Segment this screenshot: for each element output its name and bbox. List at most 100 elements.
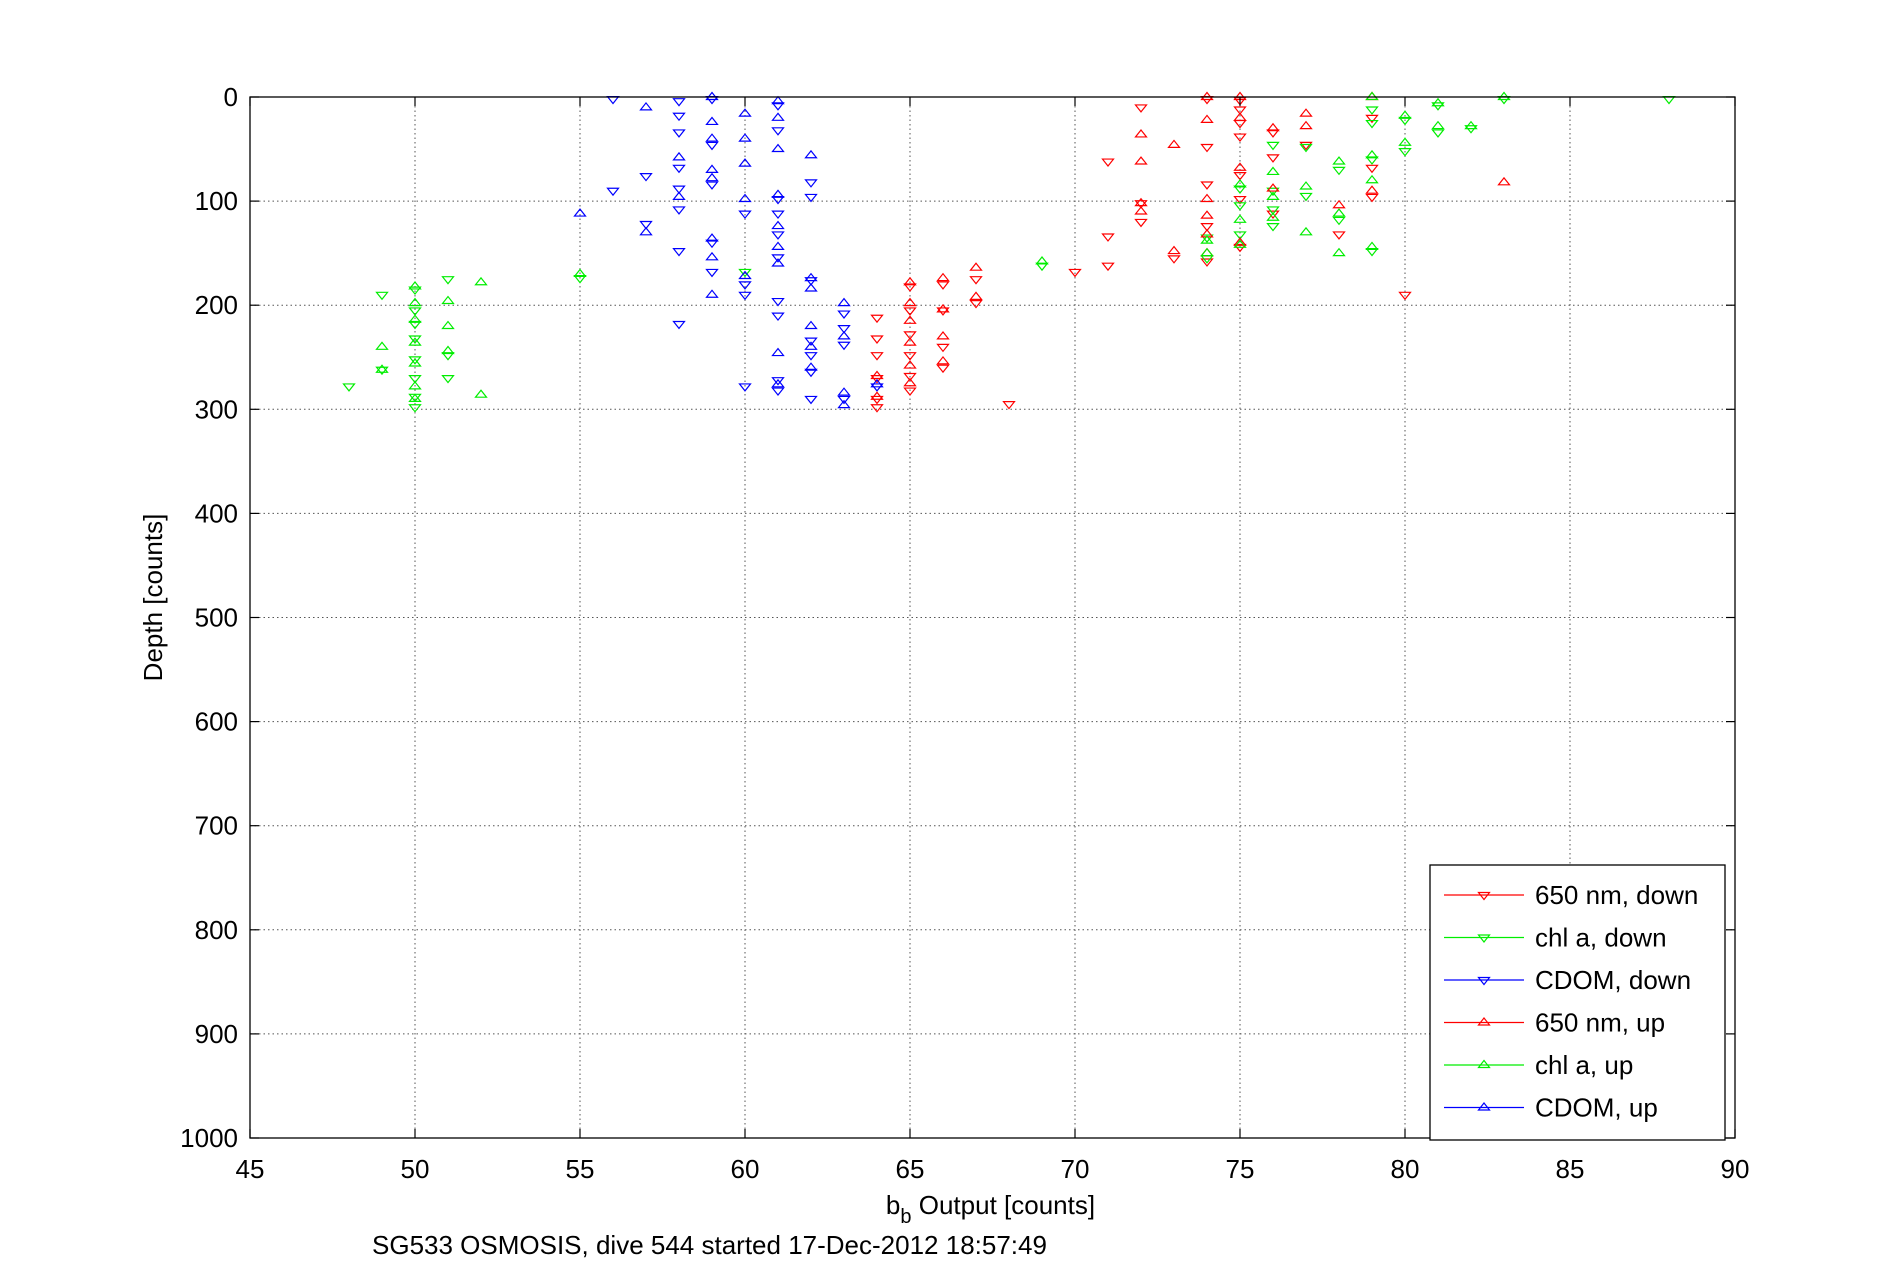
data-point — [1365, 149, 1379, 159]
data-point — [738, 108, 752, 117]
data-point — [804, 341, 818, 350]
y-tick-label: 800 — [195, 915, 238, 945]
data-point — [441, 295, 455, 305]
data-point — [672, 98, 686, 107]
data-point — [936, 364, 950, 374]
data-point — [1035, 262, 1049, 272]
data-point — [771, 127, 785, 136]
legend-label: CDOM, up — [1535, 1093, 1658, 1123]
data-point — [936, 272, 950, 282]
data-point — [903, 352, 917, 361]
data-point — [1200, 210, 1214, 219]
data-point — [1233, 195, 1247, 205]
data-point — [903, 337, 917, 346]
data-point — [1266, 183, 1280, 192]
data-point — [870, 370, 884, 380]
y-tick-label: 1000 — [180, 1123, 238, 1153]
data-point — [1365, 247, 1379, 257]
data-point — [1200, 223, 1214, 232]
data-point — [1398, 148, 1412, 157]
data-point — [705, 251, 719, 261]
data-point — [1299, 120, 1313, 130]
data-point — [804, 277, 818, 286]
data-point — [1332, 216, 1346, 226]
y-tick-label: 700 — [195, 811, 238, 841]
data-point — [1299, 181, 1313, 190]
dive-caption: SG533 OSMOSIS, dive 544 started 17-Dec-2… — [372, 1230, 1047, 1260]
x-tick-labels: 45 50 55 60 65 70 75 80 85 90 — [236, 1154, 1750, 1184]
data-point — [1134, 218, 1148, 228]
data-point — [837, 341, 851, 351]
data-point — [1299, 141, 1313, 151]
data-point — [1233, 133, 1247, 142]
data-point — [771, 347, 785, 357]
data-point — [1101, 158, 1115, 167]
data-point — [1365, 241, 1379, 250]
data-point — [1266, 210, 1280, 220]
data-point — [903, 276, 917, 286]
data-point — [771, 231, 785, 240]
data-point — [870, 378, 884, 388]
data-point — [936, 355, 950, 365]
data-point — [1266, 122, 1280, 132]
data-point — [705, 164, 719, 173]
data-point — [1134, 129, 1148, 138]
data-point — [1068, 268, 1082, 278]
data-point — [936, 343, 950, 353]
data-point — [1134, 156, 1148, 165]
data-point — [408, 286, 422, 296]
data-point — [672, 247, 686, 257]
data-point — [1464, 120, 1478, 130]
data-point — [672, 185, 686, 195]
data-point — [705, 91, 719, 101]
data-point — [441, 374, 455, 384]
data-point — [1233, 214, 1247, 223]
data-point — [1233, 185, 1247, 195]
data-point — [408, 393, 422, 402]
data-point — [1266, 187, 1280, 197]
data-point — [1299, 192, 1313, 202]
legend: 650 nm, down chl a, down CDOM, down 650 nm,… — [1429, 864, 1726, 1141]
x-axis-label-subscript: b — [900, 1206, 911, 1228]
data-point — [1332, 208, 1346, 217]
legend-marker — [1477, 1017, 1491, 1026]
x-axis-label-rest: Output [counts] — [912, 1190, 1096, 1220]
data-point — [804, 337, 818, 347]
data-point — [870, 335, 884, 344]
y-tick-label: 0 — [224, 82, 238, 112]
data-point — [408, 356, 422, 365]
data-point — [903, 315, 917, 324]
legend-label: 650 nm, down — [1535, 880, 1698, 910]
data-point — [771, 258, 785, 267]
data-point — [771, 189, 785, 198]
data-point — [804, 352, 818, 361]
data-point — [837, 330, 851, 340]
data-point — [738, 383, 752, 392]
x-tick-label: 75 — [1226, 1154, 1255, 1184]
data-point — [936, 281, 950, 290]
data-point — [771, 220, 785, 230]
data-point — [408, 335, 422, 344]
data-point — [936, 330, 950, 340]
legend-entry: chl a, down — [1444, 923, 1667, 953]
data-point — [705, 141, 719, 151]
x-tick-label: 65 — [896, 1154, 925, 1184]
data-point — [672, 129, 686, 138]
data-point — [1497, 176, 1511, 186]
data-point — [705, 133, 719, 142]
data-point — [837, 399, 851, 409]
data-point — [1497, 91, 1511, 101]
x-tick-label: 70 — [1061, 1154, 1090, 1184]
data-point — [705, 172, 719, 182]
data-point — [1266, 141, 1280, 151]
legend-entry: 650 nm, down — [1444, 880, 1698, 910]
data-point — [1464, 125, 1478, 134]
data-point — [705, 289, 719, 298]
data-point — [870, 395, 884, 405]
series-2 — [606, 96, 884, 405]
data-point — [1398, 110, 1412, 119]
data-point — [606, 187, 620, 197]
y-tick-label: 300 — [195, 394, 238, 424]
data-point — [804, 320, 818, 330]
